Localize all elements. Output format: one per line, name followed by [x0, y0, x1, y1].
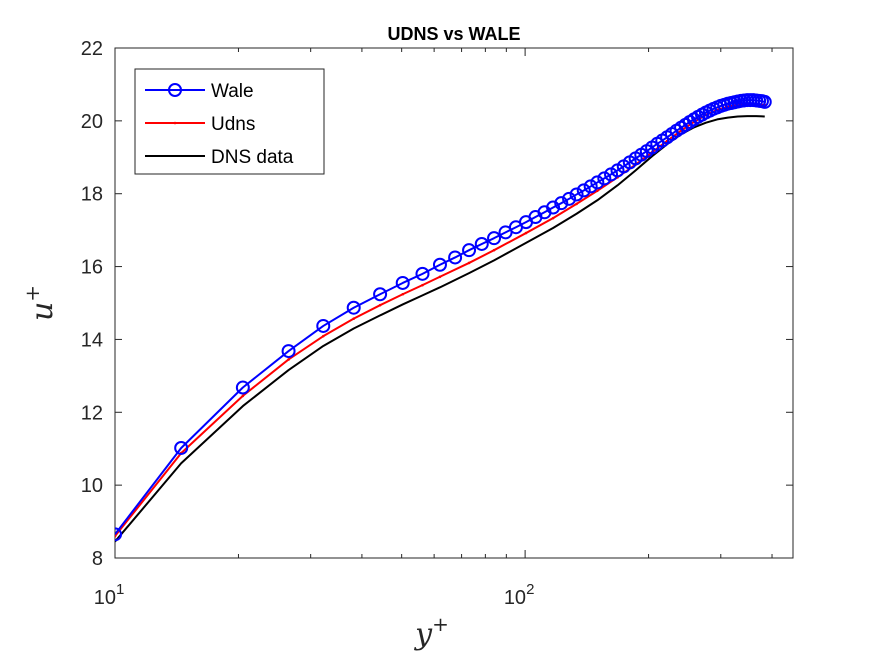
- y-tick-label: 22: [81, 38, 103, 60]
- data-point-wale: [235, 380, 250, 395]
- y-tick-label: 20: [81, 111, 103, 133]
- data-point-wale: [757, 94, 772, 109]
- x-axis-label-sup: +: [432, 612, 449, 636]
- y-tick-label: 18: [81, 184, 103, 206]
- data-point-udns: [524, 231, 528, 235]
- x-axis-label: y+: [413, 612, 449, 652]
- data-point-wale: [373, 287, 388, 302]
- y-axis-label: u+: [20, 285, 60, 321]
- y-tick-label: 12: [81, 402, 103, 424]
- legend-marker-wale: [168, 83, 182, 97]
- data-point-wale: [569, 187, 584, 202]
- data-point-udns: [378, 303, 382, 307]
- data-point-wale: [281, 344, 296, 359]
- y-axis-label-sup: +: [20, 285, 44, 302]
- data-point-wale: [576, 183, 591, 198]
- data-point-wale: [562, 191, 577, 206]
- chart-title: UDNS vs WALE: [387, 24, 520, 44]
- data-point-wale: [554, 196, 569, 211]
- y-tick-label: 8: [92, 548, 103, 570]
- data-point-wale: [474, 236, 489, 251]
- data-point-wale: [316, 318, 331, 333]
- x-tick-label: 102: [504, 581, 535, 609]
- x-tick-label: 101: [94, 581, 125, 609]
- data-point-wale: [546, 200, 561, 215]
- data-point-wale: [432, 257, 447, 272]
- series-line-dns-data: [115, 115, 765, 543]
- data-point-udns: [115, 534, 117, 538]
- data-point-udns: [401, 292, 405, 296]
- data-point-udns: [596, 189, 599, 193]
- data-point-wale: [590, 175, 605, 190]
- data-point-wale: [487, 231, 502, 246]
- data-point-wale: [597, 171, 612, 186]
- data-point-udns: [467, 261, 471, 265]
- legend-label-dns-data: DNS data: [211, 147, 294, 168]
- data-point-udns: [575, 202, 578, 206]
- data-point-udns: [421, 283, 424, 287]
- x-tick-label-base: 10: [504, 587, 526, 609]
- y-axis: 8 10 12 14 16 18 20 22: [81, 38, 793, 570]
- data-point-udns: [352, 317, 356, 320]
- x-tick-label-base: 10: [94, 587, 116, 609]
- y-tick-label: 16: [81, 257, 103, 279]
- data-point-wale: [174, 440, 189, 455]
- x-axis-label-base: y: [413, 617, 433, 652]
- y-tick-label: 14: [81, 329, 103, 351]
- y-tick-label: 10: [81, 475, 103, 497]
- series-layer: [115, 93, 772, 543]
- data-point-udns: [287, 358, 290, 361]
- legend-entries: Wale Udns DNS data: [145, 81, 294, 168]
- data-point-wale: [462, 243, 477, 258]
- data-point-wale: [115, 527, 122, 542]
- data-point-wale: [395, 275, 410, 290]
- data-point-udns: [321, 334, 325, 338]
- x-tick-label-exp: 1: [116, 581, 124, 598]
- data-point-udns: [241, 394, 245, 398]
- data-point-udns: [551, 216, 555, 220]
- data-point-udns: [492, 248, 496, 252]
- legend-label-udns: Udns: [211, 114, 255, 135]
- data-point-wale: [448, 250, 463, 265]
- legend: Wale Udns DNS data: [134, 68, 325, 175]
- x-tick-label-exp: 2: [526, 581, 534, 598]
- y-axis-label-base: u: [25, 302, 60, 321]
- data-point-wale: [415, 266, 430, 281]
- data-point-udns: [438, 275, 442, 279]
- data-point-wale: [346, 300, 361, 315]
- legend-label-wale: Wale: [211, 81, 254, 102]
- x-axis: 101 102: [94, 48, 773, 609]
- legend-marker-udns: [173, 121, 177, 125]
